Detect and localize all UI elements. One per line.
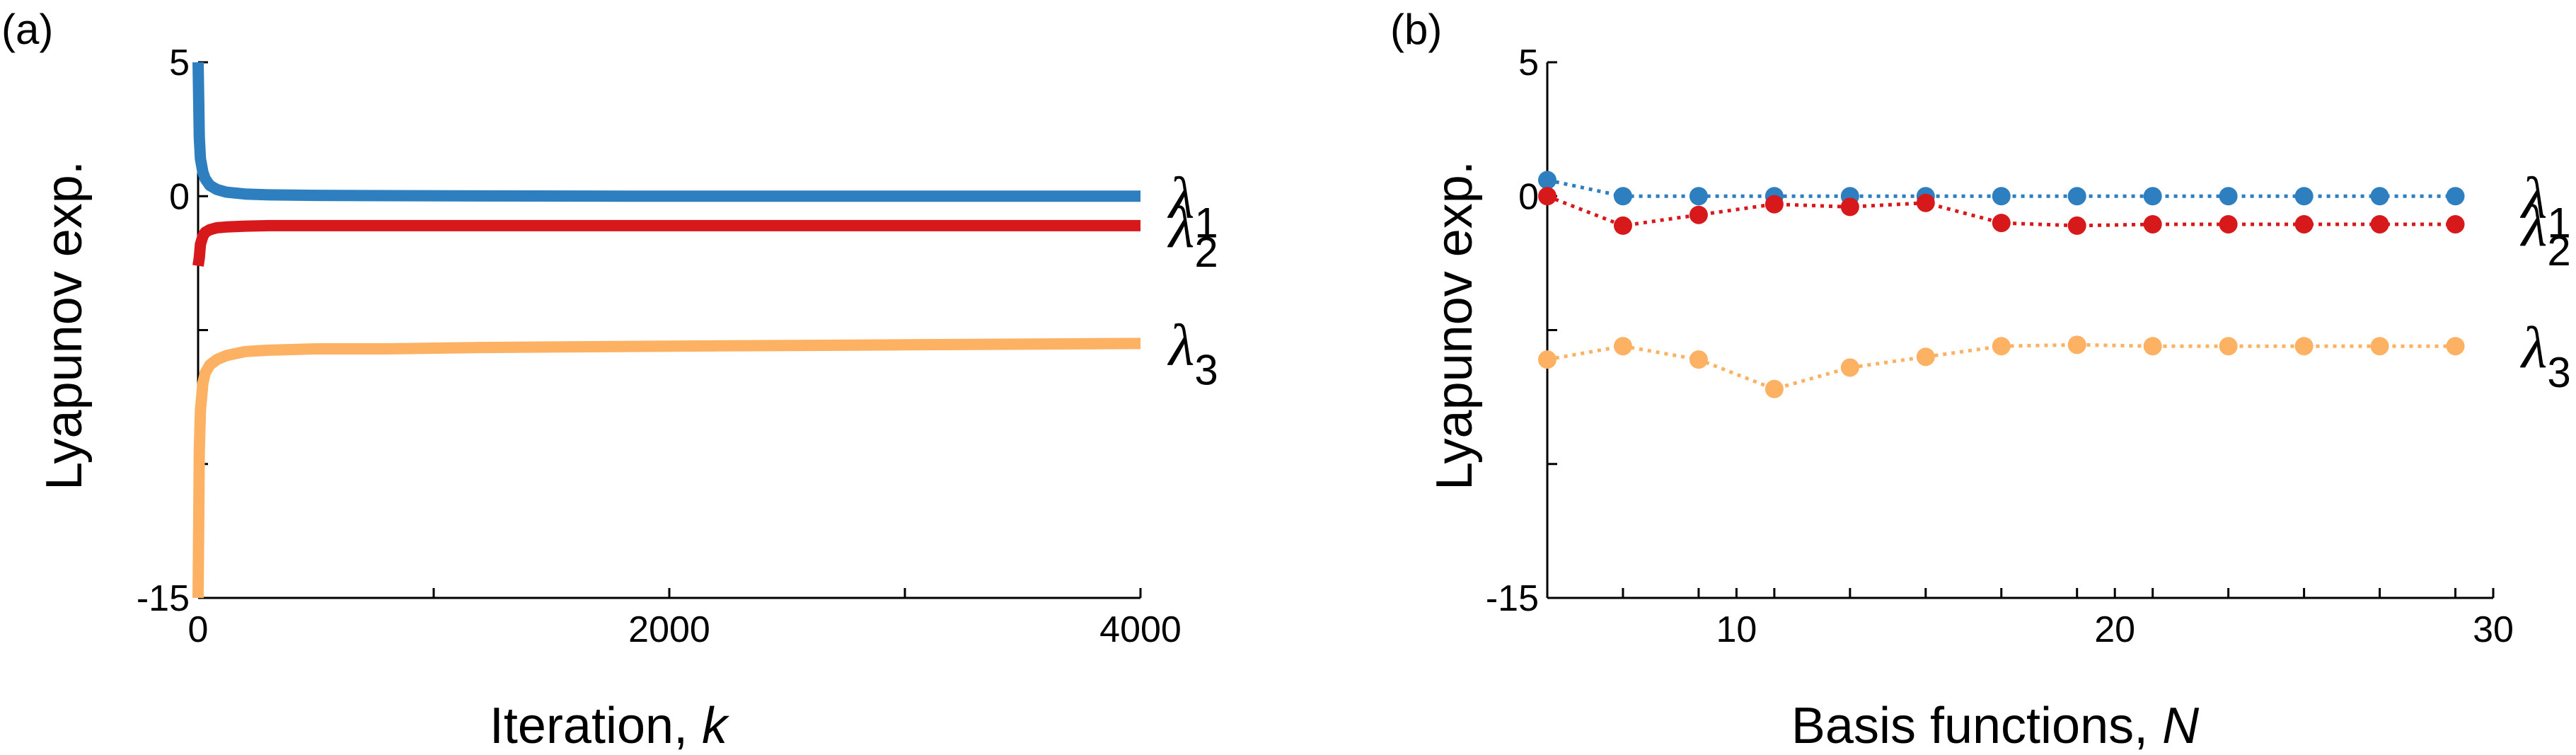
panel-b-data-point-lambda-3 (1916, 347, 1935, 367)
panel-b-label: (b) (1390, 6, 1442, 53)
panel-a-legend-subscript: 2 (1194, 229, 1218, 276)
panel-b-data-point-lambda-2 (1992, 214, 2011, 233)
panel-b-data-point-lambda-2 (2067, 216, 2086, 235)
panel-b-data-point-lambda-1 (2219, 187, 2238, 206)
panel-b-x-axis-variable: N (2162, 698, 2200, 754)
panel-a-x-tick-label: 4000 (1099, 609, 1182, 650)
panel-b-legend-subscript: 2 (2547, 227, 2570, 275)
panel-a-x-tick-label: 0 (188, 609, 209, 650)
panel-b-data-point-lambda-1 (2067, 187, 2086, 206)
panel-a-label: (a) (1, 6, 53, 53)
panel-b-legend-symbol: λ (2519, 165, 2547, 231)
panel-b-data-point-lambda-2 (2143, 214, 2162, 234)
panel-b-legend-subscript: 3 (2547, 349, 2570, 396)
panel-b-data-point-lambda-1 (2446, 187, 2465, 206)
panel-b-data-point-lambda-3 (2219, 337, 2238, 356)
panel-a-series-line-lambda-1 (192, 62, 1140, 202)
panel-a-y-tick-label: 5 (169, 42, 190, 83)
panel-b-data-point-lambda-1 (1992, 187, 2011, 206)
panel-b-x-axis-title: Basis functions, N (1791, 698, 2200, 754)
panel-a-y-axis-title: Lyapunov exp. (36, 161, 93, 490)
panel-b-data-point-lambda-1 (2143, 187, 2162, 206)
panel-b-data-point-lambda-1 (2294, 187, 2314, 206)
panel-b-data-point-lambda-2 (1538, 187, 1556, 206)
panel-b-data-point-lambda-3 (2370, 337, 2389, 356)
panel-b-legend-lambda-2: λ2 (2519, 193, 2571, 275)
panel-a-legend-symbol: λ (1167, 195, 1194, 260)
panel-a-series-line-lambda-2 (192, 219, 1140, 267)
panel-b-x-tick-label: 30 (2473, 609, 2514, 650)
panel-b-y-tick-label: -15 (1486, 578, 1539, 619)
panel-b-data-point-lambda-1 (2370, 187, 2389, 206)
panel-a-x-axis-title: Iteration, k (490, 698, 730, 754)
panel-b-data-point-lambda-2 (2294, 214, 2314, 234)
panel-a-y-tick-label: 0 (169, 176, 190, 217)
panel-b-data-point-lambda-2 (2370, 214, 2389, 234)
panel-a-y-tick-label: -15 (137, 578, 190, 619)
panel-b-data-point-lambda-1 (1538, 171, 1556, 190)
panel-a-legend-subscript: 3 (1194, 346, 1218, 393)
panel-a-x-axis-title-text: Iteration, (490, 698, 702, 754)
panel-b-data-point-lambda-2 (1916, 193, 1935, 212)
panel-b-basis-functions-chart: (b) Lyapunov exp. Basis functions, N -15… (1390, 6, 2571, 754)
panel-b-y-tick-label: 5 (1518, 42, 1539, 83)
panel-b-legend-subscript: 1 (2547, 199, 2570, 246)
panel-a-x-tick-label: 2000 (628, 609, 710, 650)
panel-b-data-point-lambda-2 (2219, 214, 2238, 234)
panel-b-data-point-lambda-3 (2067, 335, 2086, 355)
panel-b-y-axis-title: Lyapunov exp. (1426, 161, 1483, 490)
panel-a-legend-subscript: 1 (1194, 199, 1218, 246)
panel-b-legend-symbol: λ (2519, 315, 2547, 381)
panel-b-legend-lambda-1: λ1 (2519, 165, 2571, 246)
panel-b-data-point-lambda-2 (1764, 195, 1784, 214)
panel-a-legend-symbol: λ (1167, 312, 1194, 378)
panel-b-data-point-lambda-3 (1840, 358, 1859, 377)
panel-a-legend-lambda-3: λ3 (1167, 312, 1218, 393)
panel-b-data-point-lambda-1 (1613, 187, 1632, 206)
panel-a-legend-lambda-1: λ1 (1167, 165, 1218, 246)
panel-b-legend-lambda-3: λ3 (2519, 315, 2571, 396)
panel-b-x-axis-title-text: Basis functions, (1791, 698, 2162, 754)
panel-b-data-point-lambda-3 (1538, 350, 1556, 369)
panel-a-legend-symbol: λ (1167, 165, 1194, 231)
panel-b-legend-symbol: λ (2519, 193, 2547, 259)
panel-b-data-point-lambda-3 (2143, 337, 2162, 356)
panel-b-data-point-lambda-1 (1689, 187, 1708, 206)
panel-a-x-axis-variable: k (702, 698, 730, 754)
panel-b-data-point-lambda-3 (1992, 337, 2011, 356)
panel-b-data-point-lambda-3 (1689, 350, 1708, 369)
panel-b-y-tick-label: 0 (1518, 176, 1539, 217)
panel-b-data-point-lambda-3 (1613, 337, 1632, 356)
panel-a-legend-lambda-2: λ2 (1167, 195, 1218, 276)
panel-b-data-point-lambda-2 (1613, 216, 1632, 235)
panel-b-data-point-lambda-2 (1840, 197, 1859, 217)
panel-b-data-point-lambda-3 (2294, 337, 2314, 356)
panel-b-data-point-lambda-3 (2446, 337, 2465, 356)
panel-b-data-point-lambda-3 (1764, 379, 1784, 398)
panel-a-series-line-lambda-3 (192, 338, 1141, 599)
panel-b-x-tick-label: 10 (1716, 609, 1757, 650)
panel-b-x-tick-label: 20 (2094, 609, 2135, 650)
panel-b-data-point-lambda-2 (2446, 214, 2465, 234)
panel-b-data-point-lambda-2 (1689, 205, 1708, 224)
